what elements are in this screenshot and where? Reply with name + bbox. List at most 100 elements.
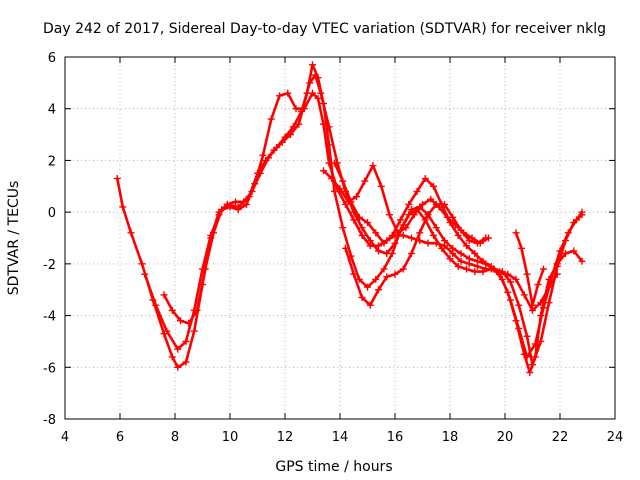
x-tick-label: 16: [387, 430, 404, 445]
data-point: [177, 317, 184, 325]
series-line: [143, 73, 584, 359]
data-point: [427, 195, 435, 203]
data-point: [523, 353, 531, 361]
data-point: [537, 337, 545, 345]
series-track-3: [141, 71, 586, 361]
series-track-6: [342, 200, 490, 309]
series-line: [116, 63, 584, 374]
data-point: [570, 247, 578, 255]
x-tick-label: 24: [607, 430, 624, 445]
data-point: [267, 115, 275, 123]
data-point: [223, 200, 231, 208]
data-point: [358, 231, 366, 239]
data-point: [314, 94, 322, 102]
data-point: [512, 275, 520, 283]
data-point: [350, 270, 358, 278]
data-point: [413, 187, 421, 195]
data-point: [256, 169, 264, 177]
data-point: [353, 193, 360, 201]
data-point: [564, 229, 572, 237]
x-axis-label: GPS time / hours: [275, 459, 392, 475]
data-point: [295, 120, 303, 128]
x-tick-label: 20: [497, 430, 514, 445]
data-point: [127, 229, 135, 237]
y-tick-label: 6: [48, 51, 56, 66]
data-point: [273, 144, 281, 151]
data-point: [430, 182, 437, 190]
data-point: [248, 187, 256, 195]
data-point: [152, 301, 160, 309]
data-point: [174, 363, 182, 371]
data-point: [424, 211, 432, 219]
data-point: [281, 133, 289, 141]
data-point: [182, 358, 190, 366]
data-point: [419, 200, 426, 208]
data-point: [424, 239, 432, 247]
data-point: [386, 211, 393, 219]
data-point: [240, 198, 248, 206]
data-point: [168, 353, 176, 361]
data-point: [174, 345, 182, 353]
data-series: [113, 61, 586, 376]
y-tick-label: 4: [48, 103, 56, 118]
data-point: [339, 224, 347, 232]
data-point: [498, 275, 506, 283]
data-point: [520, 291, 528, 299]
data-point: [320, 167, 327, 175]
data-point: [578, 208, 586, 216]
data-point: [408, 234, 415, 242]
data-point: [259, 151, 267, 159]
series-line: [344, 203, 488, 307]
data-point: [534, 281, 542, 289]
data-point: [292, 105, 300, 113]
data-point: [540, 304, 547, 312]
data-point: [405, 200, 413, 208]
data-point: [113, 175, 121, 183]
data-point: [391, 270, 399, 278]
data-point: [339, 177, 347, 185]
data-point: [449, 244, 457, 252]
data-point: [504, 270, 512, 278]
data-point: [573, 216, 580, 224]
data-point: [548, 273, 556, 281]
data-point: [482, 234, 490, 242]
data-point: [364, 283, 371, 291]
y-tick-label: -6: [43, 361, 56, 376]
data-point: [474, 239, 481, 247]
data-point: [402, 224, 410, 232]
y-tick-label: -2: [43, 258, 56, 273]
data-point: [421, 175, 429, 183]
data-point: [410, 211, 418, 219]
data-point: [487, 262, 495, 270]
data-point: [408, 250, 415, 258]
x-tick-label: 14: [332, 430, 349, 445]
data-point: [366, 301, 374, 309]
data-point: [399, 231, 407, 239]
x-tick-label: 12: [277, 430, 294, 445]
data-point: [479, 257, 487, 265]
data-point: [512, 229, 520, 237]
data-point: [383, 273, 391, 281]
x-tick-label: 4: [61, 430, 69, 445]
data-point: [207, 231, 215, 239]
data-point: [465, 237, 473, 245]
data-point: [441, 237, 448, 245]
x-tick-label: 22: [552, 430, 569, 445]
data-point: [416, 229, 424, 237]
data-point: [234, 206, 242, 214]
data-point: [545, 283, 553, 291]
data-point: [383, 250, 391, 258]
data-point: [375, 247, 382, 255]
data-point: [562, 250, 569, 258]
data-point: [471, 250, 479, 258]
data-point: [537, 299, 545, 307]
data-point: [119, 203, 127, 211]
data-point: [545, 299, 553, 307]
data-point: [190, 327, 198, 335]
data-point: [298, 107, 305, 115]
data-point: [375, 286, 382, 294]
series-line: [514, 231, 545, 307]
data-point: [265, 154, 272, 162]
data-point: [523, 332, 531, 340]
data-point: [163, 327, 171, 335]
